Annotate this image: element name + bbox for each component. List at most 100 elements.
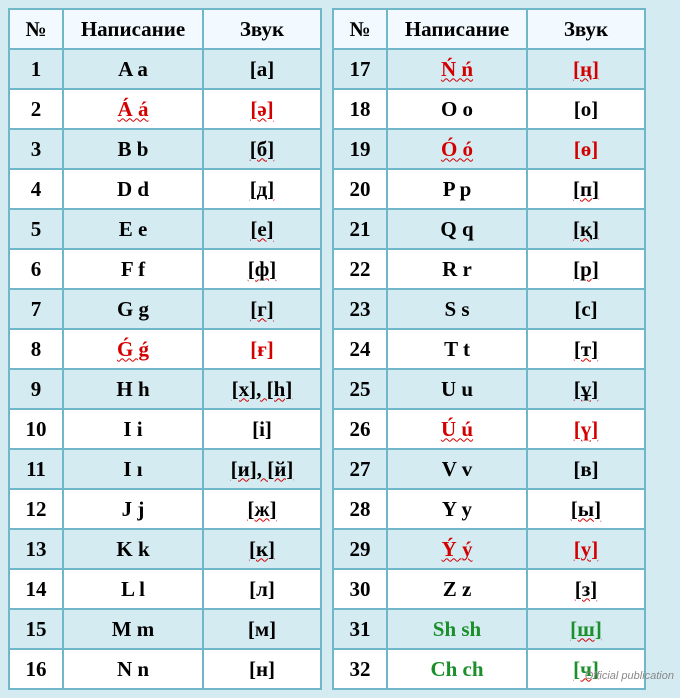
table-row: 20P p[п] [333,169,645,209]
table-row: 22R r[р] [333,249,645,289]
cell-sound: [ө] [527,129,645,169]
table-row: 25U u[ұ] [333,369,645,409]
table-row: 14L l[л] [9,569,321,609]
cell-writing: Ó ó [387,129,527,169]
table-row: 13K k[к] [9,529,321,569]
table-row: 9H h[х], [һ] [9,369,321,409]
table-row: 16N n[н] [9,649,321,689]
cell-num: 15 [9,609,63,649]
cell-writing: L l [63,569,203,609]
cell-num: 2 [9,89,63,129]
cell-sound: [м] [203,609,321,649]
source-caption: Official publication [585,670,674,682]
cell-num: 24 [333,329,387,369]
cell-writing: E e [63,209,203,249]
alphabet-tables-container: № Написание Звук 1A a[а]2Á á[ә]3B b[б]4D… [0,0,680,698]
cell-sound: [ж] [203,489,321,529]
cell-writing: Q q [387,209,527,249]
header-num: № [333,9,387,49]
cell-num: 20 [333,169,387,209]
table-row: 24T t[т] [333,329,645,369]
table-row: 31Sh sh[ш] [333,609,645,649]
cell-num: 21 [333,209,387,249]
cell-writing: N n [63,649,203,689]
cell-sound: [з] [527,569,645,609]
cell-num: 25 [333,369,387,409]
table-row: 8Ǵ ǵ[ғ] [9,329,321,369]
cell-num: 9 [9,369,63,409]
cell-writing: Ú ú [387,409,527,449]
table-row: 6F f[ф] [9,249,321,289]
cell-sound: [а] [203,49,321,89]
cell-num: 12 [9,489,63,529]
cell-num: 17 [333,49,387,89]
cell-sound: [в] [527,449,645,489]
cell-sound: [ш] [527,609,645,649]
cell-sound: [р] [527,249,645,289]
cell-sound: [к] [203,529,321,569]
cell-sound: [с] [527,289,645,329]
table-row: 7G g[г] [9,289,321,329]
table-row: 5E e[е] [9,209,321,249]
cell-writing: O o [387,89,527,129]
cell-sound: [ф] [203,249,321,289]
table-row: 17Ń ń[ң] [333,49,645,89]
cell-sound: [п] [527,169,645,209]
cell-num: 4 [9,169,63,209]
table-row: 3B b[б] [9,129,321,169]
table-row: 4D d[д] [9,169,321,209]
cell-writing: K k [63,529,203,569]
cell-sound: [т] [527,329,645,369]
cell-sound: [д] [203,169,321,209]
cell-sound: [г] [203,289,321,329]
cell-sound: [ү] [527,409,645,449]
cell-sound: [ұ] [527,369,645,409]
cell-num: 32 [333,649,387,689]
cell-writing: M m [63,609,203,649]
cell-sound: [қ] [527,209,645,249]
cell-writing: I i [63,409,203,449]
cell-writing: B b [63,129,203,169]
table-row: 23S s[с] [333,289,645,329]
cell-sound: [у] [527,529,645,569]
cell-num: 7 [9,289,63,329]
cell-sound: [х], [һ] [203,369,321,409]
header-sound: Звук [527,9,645,49]
cell-writing: Sh sh [387,609,527,649]
cell-writing: R r [387,249,527,289]
header-num: № [9,9,63,49]
cell-writing: G g [63,289,203,329]
table-row: 2Á á[ә] [9,89,321,129]
cell-num: 16 [9,649,63,689]
cell-num: 22 [333,249,387,289]
cell-num: 19 [333,129,387,169]
cell-sound: [н] [203,649,321,689]
table-row: 26Ú ú[ү] [333,409,645,449]
table-row: 19Ó ó[ө] [333,129,645,169]
table-row: 10I i[і] [9,409,321,449]
cell-sound: [и], [й] [203,449,321,489]
cell-writing: Ń ń [387,49,527,89]
cell-writing: A a [63,49,203,89]
table-row: 27V v[в] [333,449,645,489]
cell-num: 1 [9,49,63,89]
cell-num: 23 [333,289,387,329]
cell-writing: U u [387,369,527,409]
cell-writing: I ı [63,449,203,489]
cell-num: 29 [333,529,387,569]
cell-num: 28 [333,489,387,529]
cell-writing: V v [387,449,527,489]
alphabet-table-right: № Написание Звук 17Ń ń[ң]18O o[о]19Ó ó[ө… [332,8,646,690]
header-row: № Написание Звук [9,9,321,49]
cell-sound: [і] [203,409,321,449]
cell-sound: [л] [203,569,321,609]
cell-writing: Z z [387,569,527,609]
table-row: 32Ch ch[ч] [333,649,645,689]
cell-writing: Ý ý [387,529,527,569]
cell-num: 3 [9,129,63,169]
cell-writing: S s [387,289,527,329]
cell-sound: [б] [203,129,321,169]
header-writing: Написание [63,9,203,49]
cell-writing: Á á [63,89,203,129]
cell-num: 11 [9,449,63,489]
